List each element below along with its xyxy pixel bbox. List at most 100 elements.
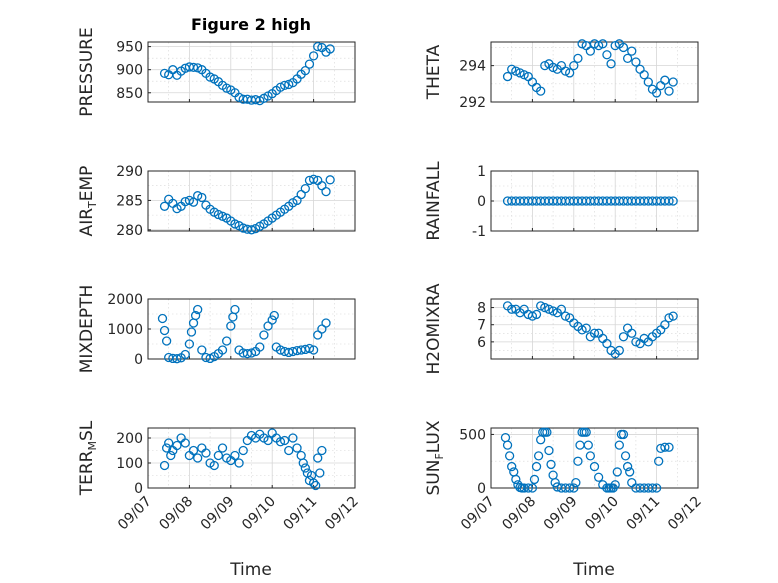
data-point [660, 320, 670, 330]
data-point [188, 318, 199, 328]
y-tick-label: 280 [116, 223, 143, 239]
axes-frame [147, 41, 356, 103]
data-point [651, 483, 662, 493]
y-tick-label: 900 [116, 63, 143, 79]
data-point [622, 53, 633, 64]
data-point [631, 337, 641, 347]
data-point [205, 353, 215, 364]
y-axis-label: TERRMSL [77, 420, 99, 496]
data-point [614, 440, 624, 450]
x-tick-label: 09/08 [499, 494, 539, 534]
data-point [507, 64, 517, 74]
data-point [315, 468, 325, 478]
data-point [300, 183, 310, 194]
data-point [643, 77, 653, 87]
y-axis-label: H2OMIXRA [424, 283, 444, 374]
data-point [279, 435, 290, 446]
data-point [300, 65, 310, 76]
data-point [300, 463, 310, 473]
data-point [631, 57, 641, 67]
data-point [618, 332, 629, 342]
x-tick-label: 09/10 [239, 494, 279, 534]
data-point [164, 438, 174, 448]
data-point [606, 59, 616, 69]
data-point [589, 461, 600, 472]
data-point [531, 309, 542, 320]
data-point [610, 480, 620, 490]
x-axis-label-left: Time [229, 560, 272, 580]
data-point [159, 460, 170, 471]
data-point [275, 345, 286, 355]
data-point [246, 348, 257, 358]
data-point [186, 327, 197, 337]
data-point [565, 68, 575, 78]
data-point [536, 435, 546, 445]
data-point [573, 456, 583, 466]
data-point [222, 336, 232, 346]
data-point [507, 461, 517, 472]
y-tick-label: 292 [459, 95, 486, 111]
data-point [581, 323, 591, 333]
data-point [308, 478, 319, 488]
y-tick-label: 6 [477, 335, 486, 351]
y-tick-label: 0 [477, 194, 486, 210]
data-point [523, 483, 533, 493]
data-point [656, 80, 666, 91]
data-point [664, 313, 674, 323]
data-point [668, 311, 678, 321]
y-tick-label: 1000 [107, 322, 143, 338]
data-point [519, 70, 529, 80]
x-tick-label: 09/09 [541, 494, 581, 534]
data-point [502, 71, 513, 82]
data-point [184, 339, 195, 349]
x-tick-label: 09/07 [115, 494, 155, 534]
data-point [500, 432, 511, 443]
data-point [536, 301, 546, 311]
data-point [288, 433, 298, 443]
data-point [159, 201, 170, 211]
data-point [589, 328, 600, 338]
x-tick-label: 09/11 [624, 494, 664, 534]
data-point [161, 443, 172, 453]
data-point [668, 77, 678, 87]
data-point [234, 92, 244, 103]
data-point [238, 445, 248, 456]
data-point [573, 53, 583, 64]
data-point [507, 304, 517, 314]
y-axis-label: AIRTEMP [77, 166, 99, 237]
data-point [311, 480, 321, 491]
y-axis-label: RAINFALL [424, 161, 444, 241]
data-point [284, 79, 294, 90]
data-point [627, 477, 637, 488]
data-point [529, 474, 540, 485]
y-tick-label: 7 [477, 318, 486, 334]
data-point [230, 450, 240, 461]
data-point [635, 64, 645, 74]
panel-h2omixra: 678 H2OMIXRA [424, 283, 699, 375]
data-point [246, 225, 257, 235]
data-point [602, 338, 612, 349]
data-point [546, 459, 556, 470]
data-point [230, 219, 240, 229]
axes-frame [490, 41, 699, 103]
data-point [565, 483, 575, 493]
data-point [159, 325, 170, 336]
data-point [618, 42, 629, 53]
data-point [618, 429, 629, 440]
y-tick-label: 850 [116, 86, 143, 102]
data-point [511, 474, 521, 485]
data-point [308, 51, 319, 61]
panel-pressure: 850 900 950 PRESSURE [77, 27, 356, 117]
data-point [660, 442, 670, 452]
data-point [292, 443, 302, 453]
data-point [614, 345, 624, 356]
x-tick-label: 09/08 [156, 494, 196, 534]
y-tick-label: 8 [477, 301, 486, 317]
data-point [213, 209, 224, 220]
data-point [197, 345, 207, 355]
data-point [313, 41, 323, 52]
x-tick-label: 09/09 [198, 494, 238, 534]
data-point [569, 483, 579, 493]
x-tick-label: 09/12 [322, 494, 362, 534]
data-point [230, 304, 240, 315]
